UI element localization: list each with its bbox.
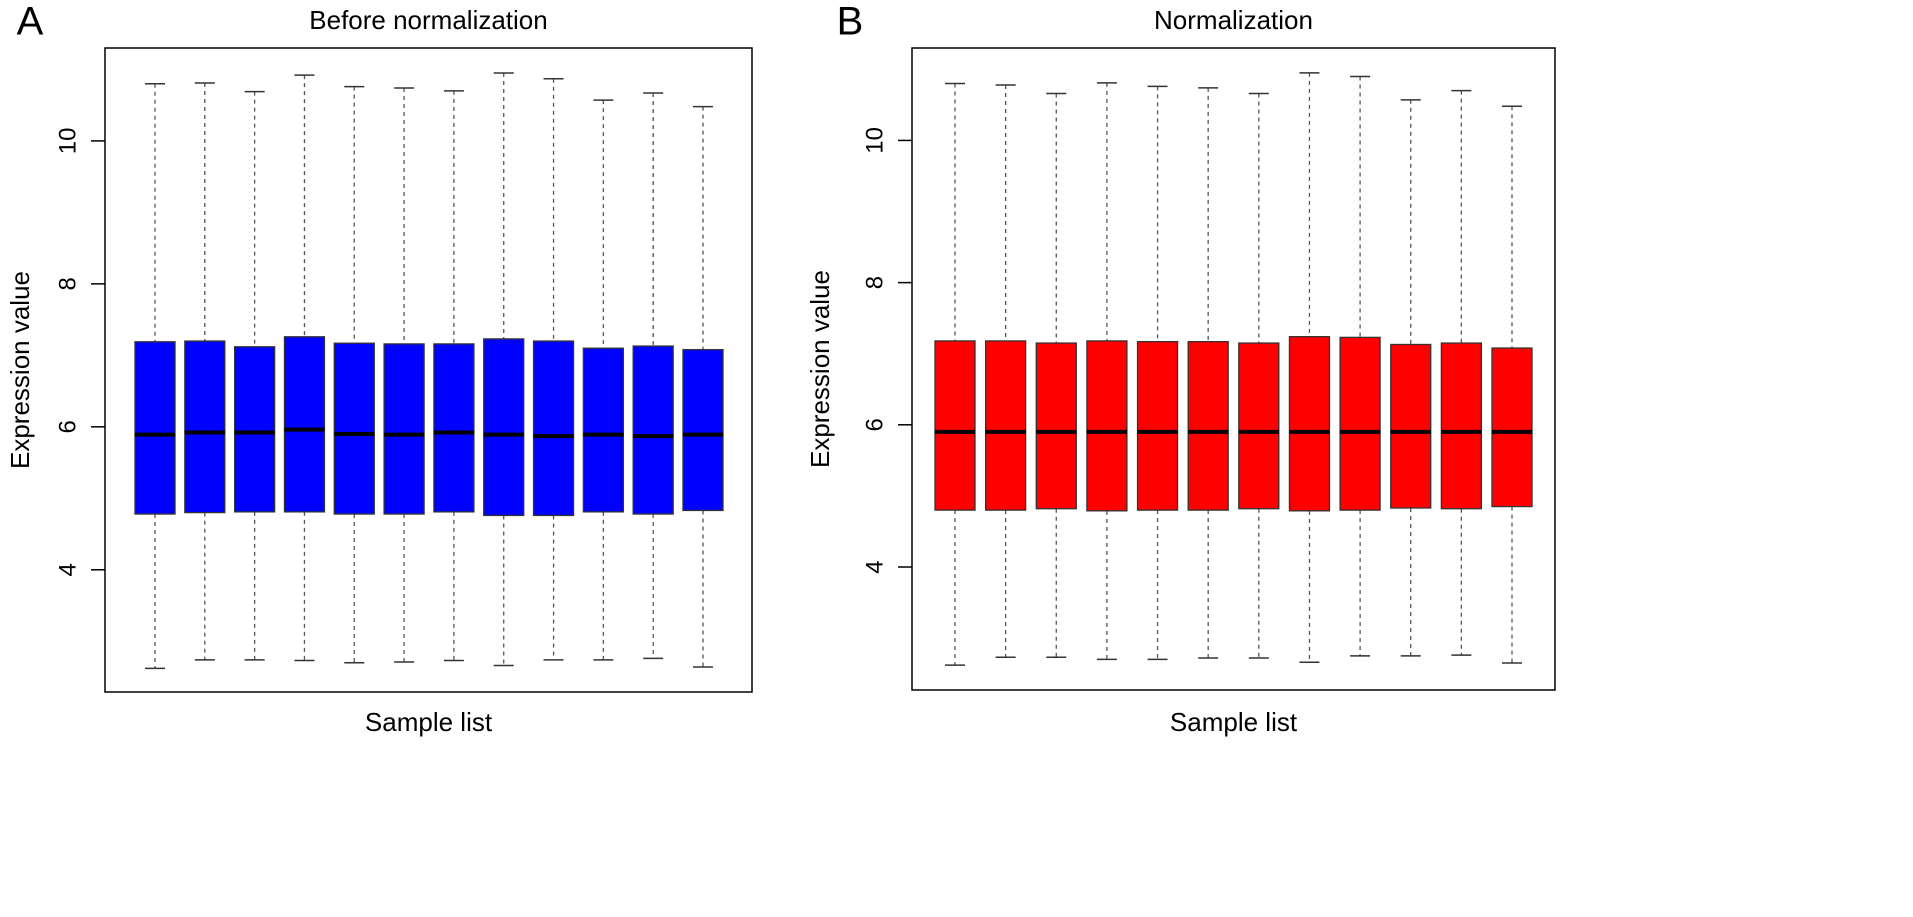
box [333, 342, 375, 515]
box [1187, 340, 1229, 511]
box [1440, 342, 1483, 510]
box [934, 340, 976, 511]
box [283, 336, 326, 513]
box [984, 340, 1027, 511]
panel-label: B [837, 0, 864, 44]
y-axis-label: Expression value [805, 270, 835, 468]
panel: A Before normalization Sample list Expressi… [5, 0, 753, 737]
box [582, 347, 625, 513]
panel: B Normalization Sample list Expression valu… [805, 0, 1556, 737]
x-axis-label: Sample list [1170, 707, 1298, 737]
box [1339, 336, 1381, 511]
box [532, 340, 575, 517]
chart-title: Normalization [1154, 5, 1313, 35]
y-tick-label: 8 [54, 277, 81, 290]
box [1238, 342, 1280, 510]
box [433, 343, 475, 513]
plot-frame [104, 47, 753, 693]
panel-label: A [17, 0, 44, 44]
box [1136, 340, 1179, 511]
box [632, 345, 674, 515]
box [1288, 336, 1331, 512]
y-tick-label: 6 [861, 418, 888, 431]
chart-title: Before normalization [309, 5, 547, 35]
box [184, 340, 226, 514]
y-tick-label: 10 [861, 127, 888, 154]
box [682, 348, 724, 512]
y-tick-label: 6 [54, 420, 81, 433]
box [134, 341, 176, 515]
y-tick-label: 4 [54, 563, 81, 576]
box [1086, 340, 1128, 512]
y-axis-label: Expression value [5, 271, 35, 469]
box [383, 343, 425, 515]
box [1390, 343, 1432, 509]
box [1035, 342, 1077, 510]
y-tick-label: 8 [861, 276, 888, 289]
x-axis-label: Sample list [365, 707, 493, 737]
y-tick-label: 10 [54, 128, 81, 155]
box [483, 338, 525, 517]
box [1491, 347, 1533, 508]
plot-frame [911, 47, 1556, 691]
y-tick-label: 4 [861, 560, 888, 573]
box [233, 346, 276, 513]
